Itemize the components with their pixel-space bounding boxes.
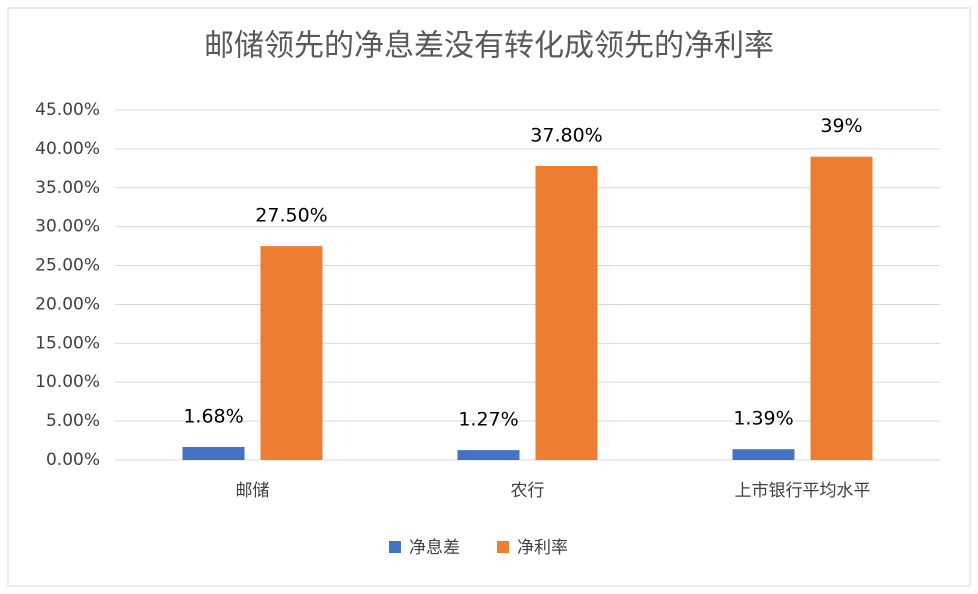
bar bbox=[260, 246, 323, 460]
y-tick-label: 30.00% bbox=[35, 217, 100, 237]
bar bbox=[457, 450, 520, 460]
value-label: 27.50% bbox=[255, 205, 327, 227]
value-label: 39% bbox=[820, 115, 862, 137]
y-tick-label: 35.00% bbox=[35, 178, 100, 198]
value-label: 1.39% bbox=[733, 408, 793, 430]
y-tick-label: 15.00% bbox=[35, 333, 100, 353]
y-tick-label: 20.00% bbox=[35, 294, 100, 314]
bar bbox=[535, 166, 598, 460]
legend-swatch bbox=[389, 541, 401, 553]
chart-title: 邮储领先的净息差没有转化成领先的净利率 bbox=[204, 29, 774, 64]
x-tick-label: 上市银行平均水平 bbox=[735, 481, 871, 501]
y-tick-label: 25.00% bbox=[35, 256, 100, 276]
legend-label: 净息差 bbox=[409, 538, 460, 558]
value-label: 37.80% bbox=[530, 125, 602, 147]
y-tick-label: 5.00% bbox=[46, 411, 100, 431]
y-tick-label: 45.00% bbox=[35, 100, 100, 120]
legend-swatch bbox=[497, 541, 509, 553]
bar bbox=[732, 449, 795, 460]
x-tick-label: 邮储 bbox=[236, 481, 270, 501]
value-label: 1.68% bbox=[183, 405, 243, 427]
bar bbox=[810, 156, 873, 460]
y-tick-label: 10.00% bbox=[35, 372, 100, 392]
legend-label: 净利率 bbox=[517, 538, 568, 558]
value-label: 1.27% bbox=[458, 409, 518, 431]
y-tick-label: 40.00% bbox=[35, 139, 100, 159]
y-tick-label: 0.00% bbox=[46, 450, 100, 470]
x-tick-label: 农行 bbox=[511, 481, 545, 501]
bar bbox=[182, 446, 245, 460]
chart-frame bbox=[7, 7, 971, 587]
